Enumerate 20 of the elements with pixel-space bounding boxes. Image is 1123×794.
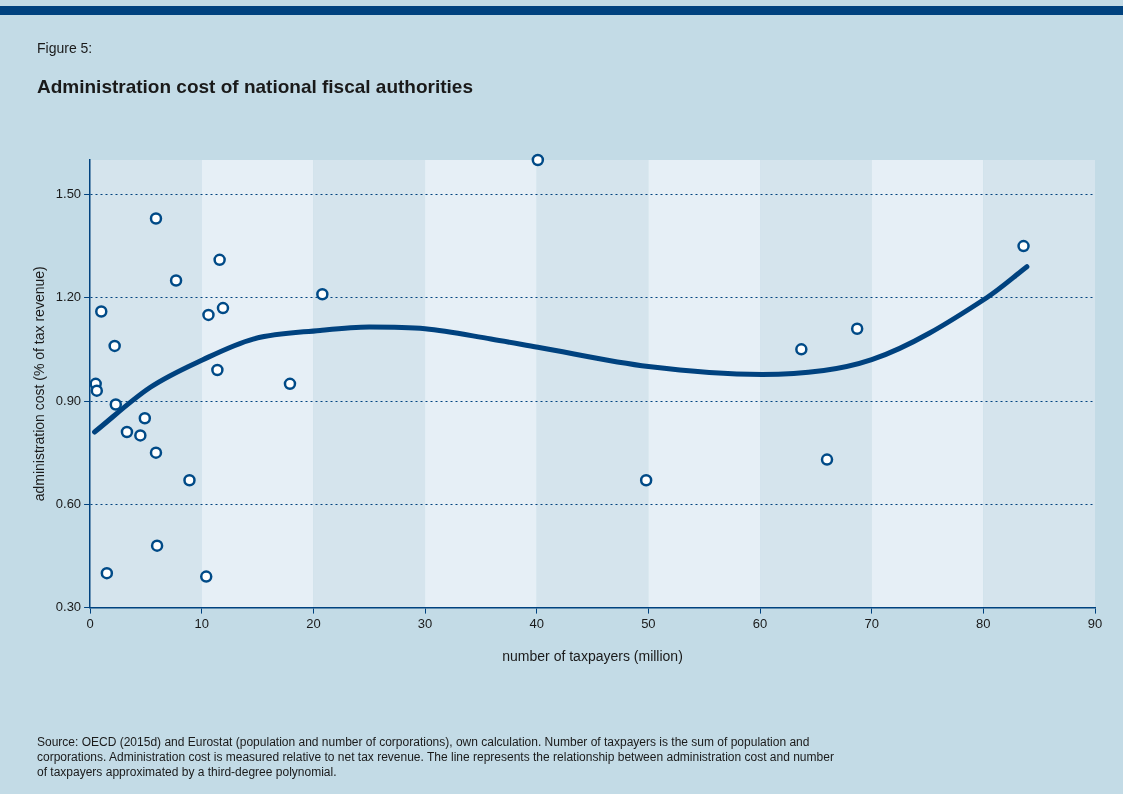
chart-title: Administration cost of national fiscal authorities	[37, 76, 473, 98]
x-tick-label: 70	[864, 615, 879, 631]
x-tick-label: 90	[1087, 615, 1103, 631]
x-tick-label: 20	[306, 615, 321, 631]
x-tick-label: 0	[86, 615, 94, 631]
y-axis-title: administration cost (% of tax revenue)	[31, 266, 48, 502]
y-tick-label: 1.50	[55, 186, 82, 202]
y-tick-label: 1.20	[55, 289, 82, 305]
x-axis-title: number of taxpayers (million)	[502, 648, 683, 665]
x-tick-label: 60	[752, 615, 768, 631]
x-tick-label: 30	[417, 615, 433, 631]
x-tick-label: 10	[194, 615, 209, 631]
y-tick-label: 0.30	[55, 599, 82, 615]
x-tick-label: 50	[641, 615, 656, 631]
y-tick-label: 0.60	[55, 495, 82, 511]
y-tick-label: 0.90	[55, 392, 82, 408]
x-tick-label: 80	[976, 615, 991, 631]
x-tick-label: 40	[529, 615, 544, 631]
chart-subtitle: Figure 5:	[37, 40, 93, 56]
source-note: Source: OECD (2015d) and Eurostat (population and number of corporations), own calculation. Number of taxpayers is the sum of population and corporations. Administration cost is measured relative to net tax revenue. The line represents the relationship between administration cost and number of taxpayers approximated by a third-degree polynomial.	[37, 735, 835, 780]
